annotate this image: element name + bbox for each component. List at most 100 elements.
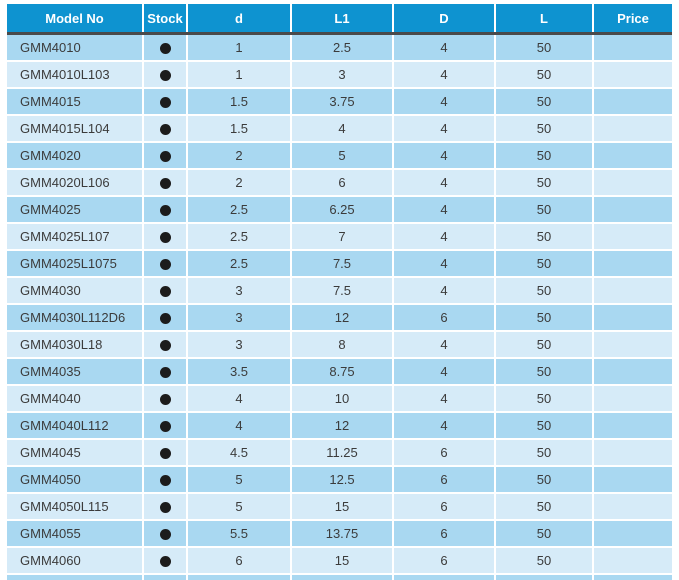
cell-d: 3 [187, 330, 292, 358]
cell-D: 6 [393, 303, 496, 331]
cell-d: 3 [187, 303, 292, 331]
cell-stock [143, 249, 188, 277]
cell-d: 1 [187, 60, 292, 88]
cell-model-no: GMM4045 [7, 438, 144, 466]
cell-l1: 6 [291, 168, 394, 196]
in-stock-dot-icon [159, 367, 171, 379]
cell-stock [143, 465, 188, 493]
cell-L: 50 [495, 249, 594, 277]
in-stock-dot-icon [159, 340, 171, 352]
cell-l1: 4 [291, 114, 394, 142]
table-row: GMM4050 5 12.5 6 50 [7, 465, 672, 493]
cell-d: 2 [187, 141, 292, 169]
cell-price [593, 546, 672, 574]
cell-price [593, 249, 672, 277]
cell-D: 6 [393, 492, 496, 520]
table-row: GMM4055 5.5 13.75 6 50 [7, 519, 672, 547]
cell-D [393, 573, 496, 580]
in-stock-dot-icon [159, 502, 171, 514]
cell-D: 4 [393, 222, 496, 250]
table-row: GMM4010L103 1 3 4 50 [7, 60, 672, 88]
cell-L: 50 [495, 357, 594, 385]
cell-price [593, 411, 672, 439]
cell-model-no: GMM4010 [7, 33, 144, 61]
cell-model-no: GMM4025L1075 [7, 249, 144, 277]
cell-L: 50 [495, 33, 594, 61]
cell-price [593, 222, 672, 250]
cell-d: 2 [187, 168, 292, 196]
cell-l1: 7.5 [291, 276, 394, 304]
cell-d: 5.5 [187, 519, 292, 547]
cell-stock [143, 60, 188, 88]
cell-price [593, 87, 672, 115]
cell-price [593, 195, 672, 223]
cell-model-no: GMM4015 [7, 87, 144, 115]
cell-d: 5 [187, 465, 292, 493]
cell-stock [143, 438, 188, 466]
cell-model-no: GMM4030L18 [7, 330, 144, 358]
cell-D: 4 [393, 114, 496, 142]
cell-price [593, 141, 672, 169]
cell-stock [143, 276, 188, 304]
table-header: Model No Stock d L1 D L Price [7, 4, 672, 35]
in-stock-dot-icon [159, 448, 171, 460]
cell-L [495, 573, 594, 580]
cell-price [593, 276, 672, 304]
cell-d: 3 [187, 276, 292, 304]
cell-L: 50 [495, 87, 594, 115]
table-row: GMM4025 2.5 6.25 4 50 [7, 195, 672, 223]
cell-l1: 5 [291, 141, 394, 169]
cell-l1: 13.75 [291, 519, 394, 547]
cell-model-no: GMM4050 [7, 465, 144, 493]
cell-d [187, 573, 292, 580]
cell-d: 2.5 [187, 249, 292, 277]
in-stock-dot-icon [159, 529, 171, 541]
cell-stock [143, 168, 188, 196]
cell-price [593, 519, 672, 547]
column-header-model-no: Model No [7, 4, 144, 35]
cell-price [593, 492, 672, 520]
in-stock-dot-icon [159, 232, 171, 244]
cell-l1: 6.25 [291, 195, 394, 223]
cell-l1: 2.5 [291, 33, 394, 61]
cell-L: 50 [495, 276, 594, 304]
cell-stock [143, 222, 188, 250]
cell-L: 50 [495, 222, 594, 250]
cell-d: 4 [187, 384, 292, 412]
in-stock-dot-icon [159, 475, 171, 487]
cell-stock [143, 330, 188, 358]
cell-l1: 3 [291, 60, 394, 88]
in-stock-dot-icon [159, 151, 171, 163]
cell-l1: 7.5 [291, 249, 394, 277]
cell-d: 5 [187, 492, 292, 520]
table-row: GMM4050L115 5 15 6 50 [7, 492, 672, 520]
cell-price [593, 573, 672, 580]
cell-L: 50 [495, 195, 594, 223]
cell-d: 1 [187, 33, 292, 61]
cell-stock [143, 492, 188, 520]
cell-price [593, 438, 672, 466]
cell-l1: 8.75 [291, 357, 394, 385]
in-stock-dot-icon [159, 286, 171, 298]
cell-L: 50 [495, 465, 594, 493]
in-stock-dot-icon [159, 70, 171, 82]
table-row: GMM4010 1 2.5 4 50 [7, 33, 672, 61]
cell-model-no: GMM4030 [7, 276, 144, 304]
cell-D: 6 [393, 465, 496, 493]
cell-L: 50 [495, 303, 594, 331]
cell-D: 4 [393, 141, 496, 169]
in-stock-dot-icon [159, 205, 171, 217]
cell-stock [143, 303, 188, 331]
table-row: GMM4020 2 5 4 50 [7, 141, 672, 169]
cell-D: 4 [393, 87, 496, 115]
cell-l1: 8 [291, 330, 394, 358]
cell-model-no: GMM4040 [7, 384, 144, 412]
cell-L: 50 [495, 330, 594, 358]
table-row: GMM4015 1.5 3.75 4 50 [7, 87, 672, 115]
cell-model-no: GMM4025 [7, 195, 144, 223]
table-row: GMM4040 4 10 4 50 [7, 384, 672, 412]
cell-d: 6 [187, 546, 292, 574]
cell-l1: 3.75 [291, 87, 394, 115]
cell-l1: 12.5 [291, 465, 394, 493]
